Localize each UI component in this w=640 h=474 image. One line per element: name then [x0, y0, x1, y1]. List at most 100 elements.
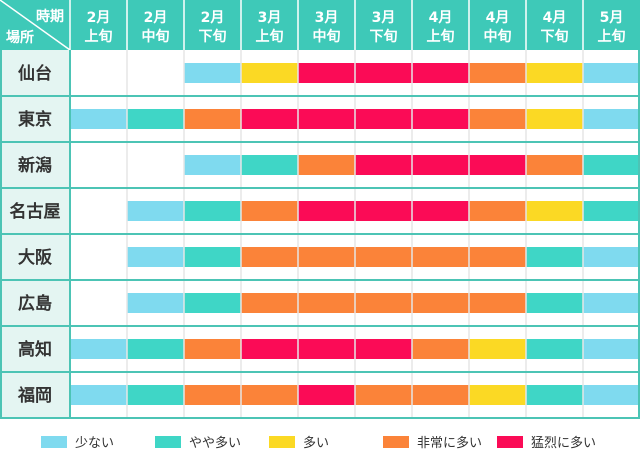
heat-cell-level-4 — [412, 201, 469, 221]
period-month-label: 3月 — [258, 10, 282, 26]
heat-cell-level-3 — [469, 247, 526, 267]
heat-cell-level-1 — [583, 201, 640, 221]
place-label: 広島 — [18, 293, 52, 314]
place-label: 新潟 — [18, 155, 52, 176]
period-month-label: 4月 — [429, 10, 453, 26]
legend-item: 猛烈に多い — [497, 435, 596, 451]
legend-item: やや多い — [155, 435, 241, 451]
heat-cell-level-1 — [583, 155, 640, 175]
heat-cell-level-0 — [127, 201, 184, 221]
heat-cell-level-3 — [184, 385, 241, 405]
heat-cell-level-4 — [412, 63, 469, 83]
heat-cell-level-4 — [412, 109, 469, 129]
heat-cell-level-4 — [355, 63, 412, 83]
legend-item: 非常に多い — [383, 435, 482, 451]
period-part-label: 下旬 — [370, 28, 398, 45]
heat-cell-level-3 — [184, 339, 241, 359]
heat-cell-level-3 — [469, 293, 526, 313]
legend-item: 多い — [269, 435, 329, 451]
legend-swatch — [269, 436, 295, 448]
table-row: 仙台 — [0, 50, 640, 96]
table-row: 大阪 — [0, 234, 640, 280]
place-cell — [0, 372, 70, 418]
heat-cell-level-3 — [298, 247, 355, 267]
heat-cell-level-2 — [526, 109, 583, 129]
legend-label: 少ない — [75, 436, 114, 451]
heat-cell-level-4 — [355, 339, 412, 359]
heat-cell-level-0 — [70, 339, 127, 359]
heat-cell-level-1 — [184, 201, 241, 221]
heat-cell-level-1 — [127, 109, 184, 129]
corner-diagonal — [0, 0, 71, 51]
heat-cell-level-1 — [241, 155, 298, 175]
period-part-label: 中旬 — [484, 28, 512, 45]
place-label: 名古屋 — [10, 201, 61, 222]
heat-cell-level-3 — [526, 155, 583, 175]
heat-cell-level-0 — [583, 385, 640, 405]
period-month-label: 2月 — [87, 10, 111, 26]
heat-cell-level-0 — [127, 293, 184, 313]
table-row: 福岡 — [0, 372, 640, 418]
heat-cell-level-2 — [241, 63, 298, 83]
corner-label-place: 場所 — [6, 29, 34, 46]
heat-cell-level-0 — [127, 247, 184, 267]
legend-swatch — [383, 436, 409, 448]
place-label: 福岡 — [17, 385, 52, 406]
heat-cell-level-4 — [298, 63, 355, 83]
period-part-label: 下旬 — [199, 28, 227, 45]
legend-item: 少ない — [41, 436, 114, 451]
heat-cell-level-1 — [184, 293, 241, 313]
table-row: 東京 — [0, 96, 640, 142]
heat-cell-level-4 — [298, 201, 355, 221]
heat-cell-level-1 — [184, 247, 241, 267]
period-month-label: 2月 — [144, 10, 168, 26]
heat-cell-level-3 — [298, 293, 355, 313]
period-month-label: 4月 — [486, 10, 510, 26]
table-row: 新潟 — [0, 142, 640, 188]
heat-cell-level-4 — [298, 339, 355, 359]
legend-swatch — [497, 436, 523, 448]
place-cell — [0, 280, 70, 326]
period-month-label: 2月 — [201, 10, 225, 26]
legend-label: 非常に多い — [417, 435, 482, 451]
heat-cell-level-4 — [469, 155, 526, 175]
heat-cell-level-0 — [583, 339, 640, 359]
heat-cell-level-2 — [469, 339, 526, 359]
heat-cell-level-1 — [526, 293, 583, 313]
place-label: 高知 — [18, 339, 52, 360]
legend-label: やや多い — [189, 435, 241, 451]
place-cell — [0, 326, 70, 372]
heat-cell-level-0 — [583, 293, 640, 313]
period-part-label: 上旬 — [598, 28, 626, 45]
place-cell — [0, 50, 70, 96]
heat-cell-level-1 — [127, 339, 184, 359]
heat-cell-level-3 — [355, 385, 412, 405]
place-label: 東京 — [18, 109, 52, 130]
legend-swatch — [155, 436, 181, 448]
place-cell — [0, 188, 70, 234]
heat-cell-level-0 — [583, 109, 640, 129]
period-part-label: 下旬 — [541, 28, 569, 45]
heat-cell-level-1 — [526, 339, 583, 359]
heat-cell-level-3 — [412, 385, 469, 405]
heat-cell-level-4 — [412, 155, 469, 175]
heat-cell-level-3 — [469, 63, 526, 83]
heat-cell-level-3 — [241, 247, 298, 267]
heat-cell-level-2 — [469, 385, 526, 405]
heat-cell-level-3 — [241, 201, 298, 221]
heat-cell-level-3 — [469, 109, 526, 129]
place-cell — [0, 96, 70, 142]
period-month-label: 3月 — [315, 10, 339, 26]
heat-cell-level-3 — [412, 293, 469, 313]
period-part-label: 上旬 — [256, 28, 284, 45]
heat-cell-level-1 — [127, 385, 184, 405]
period-month-label: 4月 — [543, 10, 567, 26]
period-month-label: 3月 — [372, 10, 396, 26]
table-row: 名古屋 — [0, 188, 640, 234]
table-row: 広島 — [0, 280, 640, 326]
heat-cell-level-3 — [355, 293, 412, 313]
heat-cell-level-1 — [526, 385, 583, 405]
